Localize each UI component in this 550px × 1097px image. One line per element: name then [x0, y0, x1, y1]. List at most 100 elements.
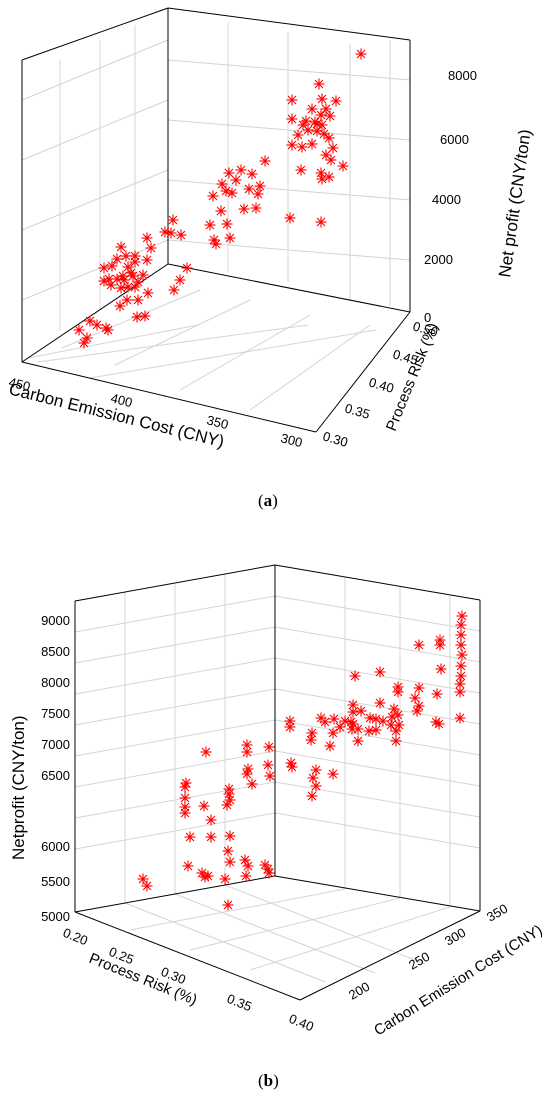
a-point-25 — [325, 154, 337, 166]
b-point-18 — [392, 686, 404, 698]
b-point-86 — [224, 830, 236, 842]
b-point-54 — [430, 716, 442, 728]
b-point-81 — [221, 799, 233, 811]
a-point-49 — [224, 232, 236, 244]
b-point-19 — [409, 692, 421, 704]
a-point-20 — [306, 138, 318, 150]
a-point-87 — [114, 300, 126, 312]
b-point-69 — [264, 770, 276, 782]
b-point-97 — [263, 867, 275, 879]
a-point-17 — [292, 129, 304, 141]
b-point-89 — [224, 856, 236, 868]
b-point-13 — [413, 682, 425, 694]
a-point-96 — [78, 337, 90, 349]
panel-a: 8000 6000 4000 2000 0 0.50 0.45 0.40 0.3… — [7, 7, 535, 510]
a-x-tick-400: 400 — [109, 390, 134, 410]
a-point-13 — [316, 119, 328, 131]
b-z-tick-5500: 5500 — [41, 874, 70, 889]
a-point-40 — [207, 190, 219, 202]
a-xlabel: Carbon Emission Cost (CNY) — [7, 379, 226, 451]
b-z-tick-7000: 7000 — [41, 737, 70, 752]
panel-b: 9000 8500 8000 7500 7000 6500 6000 5500 … — [9, 564, 546, 1090]
a-x-tick-350: 350 — [205, 412, 230, 432]
b-point-83 — [205, 814, 217, 826]
a-point-77 — [105, 279, 117, 291]
b-point-98 — [240, 870, 252, 882]
b-z-tick-6500: 6500 — [41, 768, 70, 783]
b-point-22 — [388, 703, 400, 715]
b-point-63 — [327, 768, 339, 780]
b-point-92 — [202, 870, 214, 882]
b-point-53 — [454, 712, 466, 724]
a-point-2 — [316, 93, 328, 105]
b-point-93 — [239, 854, 251, 866]
panel-a-grid — [21, 8, 411, 411]
b-y-tick-200: 200 — [346, 979, 372, 1003]
a-point-59 — [181, 262, 193, 274]
b-point-14 — [431, 688, 443, 700]
a-y-tick-0.40: 0.40 — [367, 374, 395, 395]
a-point-6 — [320, 103, 332, 115]
a-point-89 — [139, 310, 151, 322]
b-point-33 — [370, 724, 382, 736]
a-point-38 — [243, 183, 255, 195]
b-point-52 — [433, 718, 445, 730]
a-point-3 — [286, 94, 298, 106]
a-point-93 — [102, 324, 114, 336]
a-point-30 — [316, 173, 328, 185]
a-point-58 — [145, 242, 157, 254]
a-point-52 — [315, 216, 327, 228]
a-point-15 — [302, 124, 314, 136]
a-point-56 — [175, 229, 187, 241]
a-point-79 — [115, 282, 127, 294]
b-point-84 — [184, 831, 196, 843]
a-point-78 — [132, 276, 144, 288]
b-point-31 — [347, 706, 359, 718]
a-point-57 — [141, 232, 153, 244]
b-point-10 — [435, 663, 447, 675]
a-point-39 — [220, 185, 232, 197]
a-point-45 — [221, 218, 233, 230]
b-point-43 — [339, 715, 351, 727]
a-y-tick-0.45: 0.45 — [391, 346, 419, 367]
b-panel-label: (b) — [258, 1071, 279, 1090]
a-zlabel: Net profit (CNY/ton) — [495, 128, 535, 278]
b-point-45 — [328, 713, 340, 725]
a-point-34 — [223, 167, 235, 179]
b-zlabel: Netprofit (CNY/ton) — [9, 715, 28, 860]
panel-b-tick-labels: 9000 8500 8000 7500 7000 6500 6000 5500 … — [41, 613, 510, 1034]
b-point-2 — [455, 629, 467, 641]
a-point-82 — [174, 274, 186, 286]
a-point-84 — [142, 287, 154, 299]
a-z-tick-2000: 2000 — [424, 252, 453, 267]
b-point-30 — [355, 705, 367, 717]
a-y-tick-0.30: 0.30 — [321, 428, 349, 449]
b-point-8 — [455, 660, 467, 672]
b-point-82 — [198, 800, 210, 812]
a-point-91 — [91, 319, 103, 331]
b-point-71 — [246, 778, 258, 790]
b-point-61 — [286, 761, 298, 773]
a-point-64 — [141, 254, 153, 266]
b-x-tick-0.20: 0.20 — [61, 925, 90, 948]
panel-b-points — [137, 610, 468, 911]
b-point-68 — [262, 759, 274, 771]
b-point-99 — [219, 873, 231, 885]
a-point-22 — [296, 141, 308, 153]
b-point-12 — [454, 686, 466, 698]
a-point-33 — [235, 164, 247, 176]
b-point-47 — [327, 727, 339, 739]
a-point-32 — [246, 168, 258, 180]
a-point-21 — [286, 139, 298, 151]
panel-a-box — [21, 7, 411, 433]
a-point-75 — [118, 274, 130, 286]
b-y-tick-350: 350 — [484, 901, 510, 925]
b-x-tick-0.40: 0.40 — [287, 1011, 316, 1034]
b-point-101 — [141, 880, 153, 892]
b-point-64 — [307, 772, 319, 784]
b-point-27 — [377, 715, 389, 727]
a-point-61 — [120, 250, 132, 262]
a-point-60 — [115, 241, 127, 253]
b-point-65 — [310, 780, 322, 792]
